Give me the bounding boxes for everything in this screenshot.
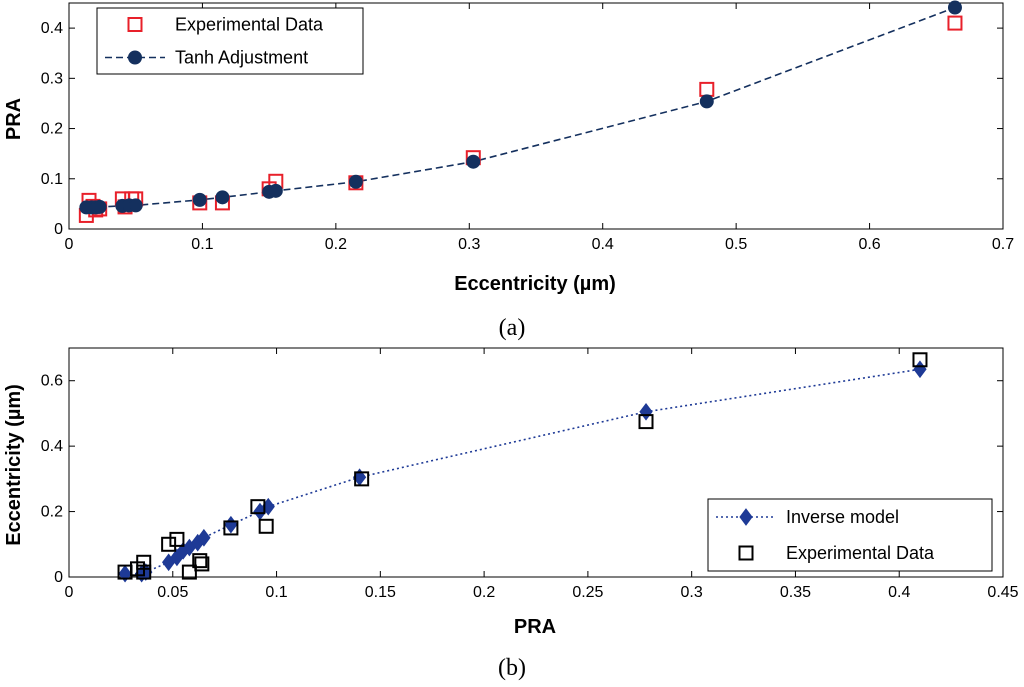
chart-a-xtick-label: 0.3 [458,236,480,253]
chart-b-plot-area: 0 0.05 0.1 0.15 0.2 0.25 0.3 0.35 0.4 0.45 0 0.2 0.4… [41,347,1019,601]
chart-a: 0 0.1 0.2 0.3 0.4 0.5 0.6 0.7 0 0.1 0.2 0.3 0.4 Exper… [3,0,1014,341]
chart-b-ytick-label: 0.6 [41,373,63,390]
chart-a-series-1-point [348,174,363,189]
chart-a-ytick-label: 0.2 [41,121,63,138]
chart-b-ytick-label: 0.4 [41,438,63,455]
chart-a-series-0-point [947,15,963,31]
chart-b-legend: Inverse model Experimental Data [707,498,993,572]
chart-a-ytick-label: 0.4 [41,20,63,37]
chart-a-xtick-label: 0.2 [325,236,347,253]
chart-a-series-1-point [947,0,962,15]
chart-a-xtick-label: 0.1 [191,236,213,253]
chart-a-xtick-label: 0.5 [725,236,747,253]
chart-a-xtick-label: 0 [65,236,74,253]
chart-b-series-1-point [161,536,177,552]
chart-b-xtick-label: 0.35 [780,584,811,601]
chart-b-ytick-label: 0.2 [41,504,63,521]
chart-a-legend-label-1: Tanh Adjustment [175,48,308,68]
chart-b-xtick-label: 0.3 [681,584,703,601]
chart-a-caption: (a) [499,315,526,341]
chart-a-legend-marker-0 [127,17,143,32]
chart-b-series-1-point [192,553,208,569]
chart-b-xtick-label: 0 [65,584,74,601]
chart-b-series-1-point [912,352,928,368]
chart-b-series-1-point [250,499,266,515]
chart-a-legend: Experimental Data Tanh Adjustment [96,7,364,75]
chart-b-series-1-point [354,471,370,487]
chart-b-xtick-label: 0.4 [888,584,910,601]
chart-a-series-1-point [699,94,714,109]
chart-b-series-1-point [136,564,152,580]
chart-a-series-1-point [192,192,207,207]
chart-a-ytick-label: 0.3 [41,70,63,87]
chart-a-series-1-point [215,190,230,205]
chart-a-series-1-point [128,198,143,213]
chart-b-ylabel: Eccentricity (µm) [3,384,25,546]
chart-b: 0 0.05 0.1 0.15 0.2 0.25 0.3 0.35 0.4 0.45 0 0.2 0.4… [3,347,1019,681]
chart-b-xtick-label: 0.15 [365,584,396,601]
chart-b-series-1-point [638,414,654,430]
chart-b-legend-marker-0 [739,508,753,526]
chart-a-legend-marker-1 [128,50,142,65]
chart-a-ytick-label: 0 [54,221,63,238]
chart-b-xlabel: PRA [514,616,556,638]
chart-b-xtick-label: 0.45 [987,584,1018,601]
chart-a-series-1-point [268,183,283,198]
chart-b-xtick-label: 0.25 [572,584,603,601]
chart-b-xtick-label: 0.1 [265,584,287,601]
chart-b-series-1-point [136,554,152,570]
chart-b-xtick-label: 0.2 [473,584,495,601]
chart-b-ytick-label: 0 [54,569,63,586]
chart-a-series-1-point [92,199,107,214]
chart-b-legend-label-1: Experimental Data [786,543,935,563]
chart-b-xtick-label: 0.05 [157,584,188,601]
chart-b-legend-marker-1 [738,545,754,561]
chart-b-series-1-point [223,520,239,536]
chart-b-series-1-point [169,531,185,547]
chart-a-ylabel: PRA [3,98,25,140]
chart-a-plot-area: 0 0.1 0.2 0.3 0.4 0.5 0.6 0.7 0 0.1 0.2 0.3 0.4 Exper… [41,0,1014,253]
chart-b-series-1-point [181,564,197,580]
chart-a-xtick-label: 0.6 [858,236,880,253]
chart-b-series-1-point [258,518,274,534]
chart-a-xtick-label: 0.4 [592,236,614,253]
chart-a-series-1-point [466,154,481,169]
chart-a-xtick-label: 0.7 [992,236,1014,253]
chart-a-xlabel: Eccentricity (µm) [454,273,616,295]
chart-b-series-0-point [197,528,211,547]
chart-b-legend-label-0: Inverse model [786,507,899,527]
chart-a-ytick-label: 0.1 [41,171,63,188]
chart-b-series-1-point [194,556,210,572]
chart-b-legend-box [707,498,993,572]
chart-b-caption: (b) [498,655,526,681]
chart-a-legend-label-0: Experimental Data [175,15,324,35]
